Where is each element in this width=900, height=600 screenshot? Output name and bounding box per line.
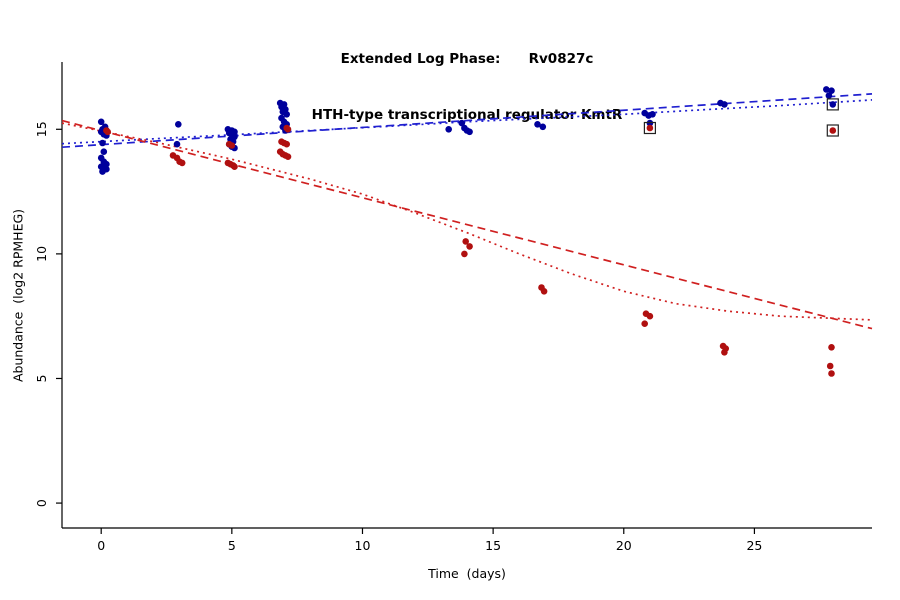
x-tick-label: 20 xyxy=(616,538,632,553)
flag-square-marker xyxy=(826,124,839,137)
x-tick-label: 10 xyxy=(355,538,371,553)
data-points xyxy=(97,86,835,377)
data-point-red-series xyxy=(178,159,186,167)
data-point-blue-series xyxy=(97,118,105,126)
data-point-blue-series xyxy=(175,121,182,128)
x-axis-title: Time (days) xyxy=(428,566,506,581)
red-dotted-fit xyxy=(61,122,873,321)
data-point-red-series xyxy=(283,140,291,148)
flagged-points xyxy=(643,98,839,137)
x-axis: 0 5 10 15 20 25 xyxy=(62,527,872,553)
data-point-red-series xyxy=(641,320,648,328)
red-dashed-fit xyxy=(61,119,873,330)
y-axis-title: Abundance (log2 RPMHEG) xyxy=(10,208,26,383)
x-tick-label: 15 xyxy=(485,538,501,553)
data-point-red-series xyxy=(828,344,835,351)
data-point-red-series xyxy=(231,163,238,170)
data-point-blue-series xyxy=(649,111,656,118)
data-point-red-series xyxy=(826,362,834,370)
data-point-blue-series xyxy=(458,119,466,127)
data-point-blue-series xyxy=(721,101,728,108)
flagged-data-point xyxy=(829,101,837,108)
data-point-blue-series xyxy=(99,139,106,147)
data-point-blue-series xyxy=(539,123,547,131)
data-point-red-series xyxy=(104,128,111,136)
y-tick-label: 15 xyxy=(34,121,49,137)
data-point-blue-series xyxy=(445,126,453,133)
x-tick-label: 0 xyxy=(97,538,105,553)
flagged-data-point xyxy=(829,127,837,134)
data-point-blue-series xyxy=(828,87,835,94)
blue-dotted-fit xyxy=(61,99,873,145)
data-point-blue-series xyxy=(100,148,108,155)
blue-dashed-fit xyxy=(61,93,873,149)
flagged-data-point xyxy=(646,124,654,132)
data-point-blue-series xyxy=(823,86,830,93)
data-point-blue-series xyxy=(283,111,291,118)
data-point-red-series xyxy=(462,238,470,245)
trend-lines xyxy=(61,93,873,330)
data-point-red-series xyxy=(646,312,654,320)
chart-title-line1: Extended Log Phase: Rv0827c xyxy=(340,50,594,67)
data-point-red-series xyxy=(466,243,473,250)
data-point-red-series xyxy=(284,153,292,160)
data-point-red-series xyxy=(540,288,548,295)
data-point-red-series xyxy=(228,142,236,149)
data-point-blue-series xyxy=(99,168,106,175)
y-tick-label: 0 xyxy=(34,499,49,507)
data-point-red-series xyxy=(284,126,292,133)
data-point-red-series xyxy=(828,370,835,377)
x-tick-label: 5 xyxy=(228,538,236,553)
flag-square-marker xyxy=(643,121,657,135)
data-point-blue-series xyxy=(173,140,181,148)
data-point-blue-series xyxy=(825,92,833,99)
x-tick-label: 25 xyxy=(746,538,762,553)
y-tick-label: 5 xyxy=(34,375,49,383)
y-axis: 0 5 10 15 xyxy=(34,62,63,528)
y-tick-label: 10 xyxy=(34,246,49,262)
data-point-blue-series xyxy=(534,121,541,128)
data-point-blue-series xyxy=(466,128,473,136)
flag-square-marker xyxy=(826,98,839,111)
data-point-red-series xyxy=(461,250,468,258)
data-point-red-series xyxy=(721,349,728,356)
